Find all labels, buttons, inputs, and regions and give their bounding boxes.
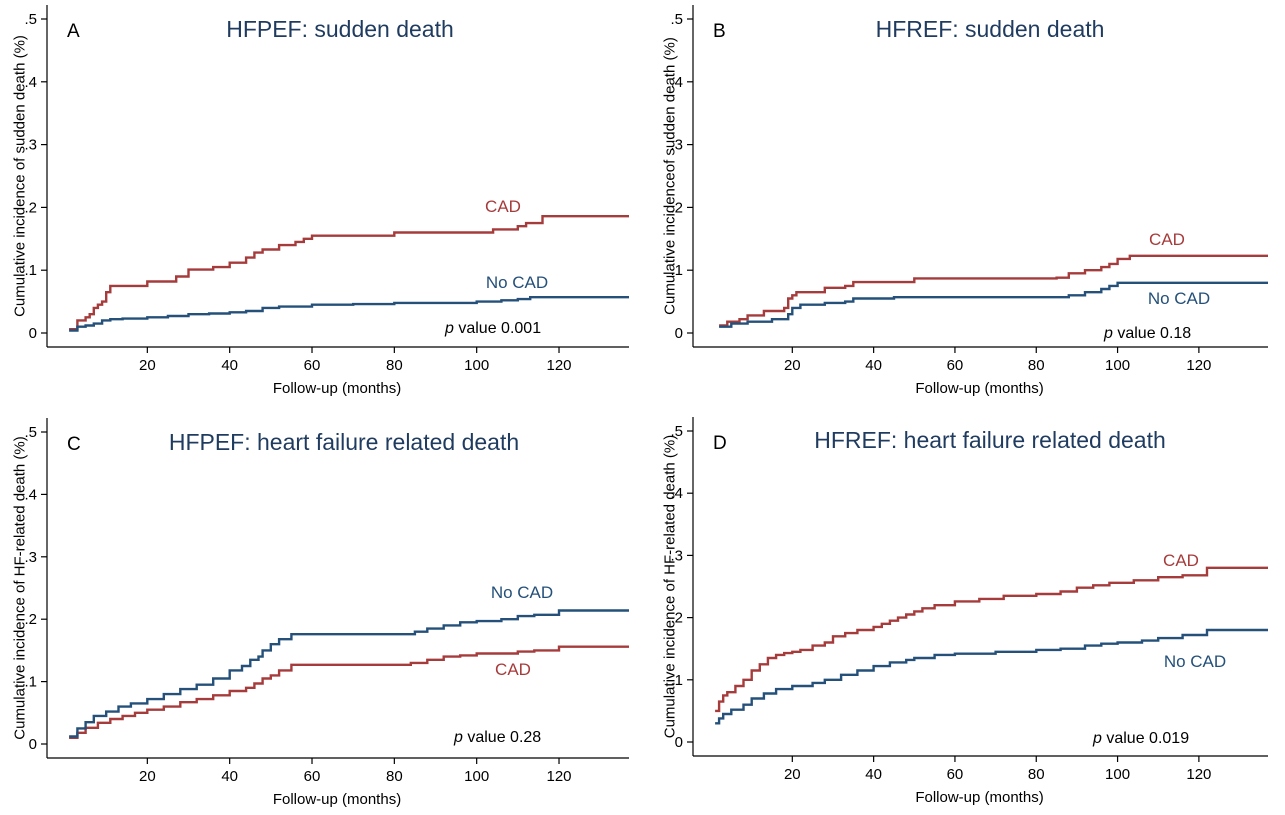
panel-b: 20 40 60 80 100 120 0 .1 .2 .3 .4 .5 B HFREF: sudden … [661,5,1268,397]
x-tick-label: 60 [947,357,964,374]
series-label-no-cad: No CAD [1148,289,1210,308]
y-tick-label: .5 [24,424,37,441]
x-tick-label: 60 [304,768,321,785]
y-tick-label: .3 [670,137,683,154]
chart-title: HFPEF: sudden death [226,16,454,42]
series-label-no-cad: No CAD [1164,652,1226,671]
p-value-text: value 0.001 [454,320,541,337]
y-axis-title: Cumulative incidence of HF-related death… [11,436,28,739]
panel-letter: A [67,21,80,42]
x-tick-label: 40 [221,357,238,374]
series-label-cad: CAD [1149,230,1185,249]
series-line-no-cad [69,296,629,332]
x-tick-label: 20 [139,768,156,785]
x-axis-title: Follow-up (months) [915,380,1043,397]
panel-letter: D [713,433,727,454]
y-tick-label: .4 [670,74,683,91]
panel-letter: C [67,434,81,455]
series-label-no-cad: No CAD [486,273,548,292]
x-axis-title: Follow-up (months) [273,380,401,397]
series-line-no-cad [69,609,629,738]
series-line-cad [69,645,629,739]
p-value-text: value 0.28 [463,729,541,746]
p-value-symbol: p [1092,730,1102,747]
y-tick-label: 0 [675,325,683,342]
x-tick-label: 100 [464,768,489,785]
x-axis-title: Follow-up (months) [273,791,401,808]
series-line-cad [719,254,1268,327]
chart-title: HFREF: sudden death [876,16,1105,42]
x-tick-label: 60 [304,357,321,374]
y-tick-label: .4 [670,485,683,502]
y-tick-label: .3 [24,137,37,154]
y-tick-label: .2 [24,199,37,216]
p-value-text: value 0.019 [1102,730,1189,747]
x-tick-label: 100 [1105,766,1130,783]
panel-letter: B [713,21,726,42]
y-tick-label: .2 [670,199,683,216]
x-axis-title: Follow-up (months) [915,789,1043,806]
p-value-symbol: p [453,729,463,746]
y-tick-label: .1 [24,262,37,279]
x-tick-label: 100 [1105,357,1130,374]
y-tick-label: 0 [29,325,37,342]
p-value-annotation: p value 0.28 [453,729,541,746]
x-tick-label: 40 [865,766,882,783]
p-value-annotation: p value 0.001 [444,320,541,337]
y-tick-label: .2 [24,611,37,628]
y-tick-label: .1 [670,672,683,689]
y-tick-label: .2 [670,610,683,627]
y-tick-label: .5 [24,11,37,28]
series-line-no-cad [719,281,1268,328]
p-value-symbol: p [444,320,454,337]
y-axis-title: Cumulative incidence of HF-related death… [661,435,678,738]
x-tick-label: 120 [546,768,571,785]
series-line-no-cad [715,628,1268,725]
panel-a: 20 40 60 80 100 120 0 .1 .2 .3 .4 .5 A HFPEF: sudden … [11,5,629,397]
panel-c: 20 40 60 80 100 120 0 .1 .2 .3 .4 .5 C HFPEF: heart f… [11,418,629,808]
y-tick-label: 0 [29,736,37,753]
x-tick-label: 120 [546,357,571,374]
chart-title: HFREF: heart failure related death [814,427,1166,453]
y-tick-label: 0 [675,734,683,751]
x-tick-label: 40 [865,357,882,374]
x-tick-label: 80 [1028,766,1045,783]
x-tick-label: 40 [221,768,238,785]
x-tick-label: 80 [386,357,403,374]
y-tick-label: .5 [670,11,683,28]
x-tick-label: 80 [1028,357,1045,374]
y-tick-label: .4 [24,74,37,91]
p-value-annotation: p value 0.019 [1092,730,1189,747]
p-value-text: value 0.18 [1113,325,1191,342]
p-value-symbol: p [1103,325,1113,342]
y-tick-label: .3 [24,549,37,566]
series-line-cad [69,215,629,331]
series-label-cad: CAD [1163,551,1199,570]
y-tick-label: .3 [670,547,683,564]
chart-title: HFPEF: heart failure related death [169,429,519,455]
y-tick-label: .5 [670,423,683,440]
y-tick-label: .4 [24,486,37,503]
series-label-no-cad: No CAD [491,583,553,602]
x-tick-label: 60 [947,766,964,783]
p-value-annotation: p value 0.18 [1103,325,1191,342]
x-tick-label: 20 [139,357,156,374]
y-tick-label: .1 [24,674,37,691]
x-tick-label: 20 [784,766,801,783]
series-line-cad [715,566,1268,713]
x-tick-label: 100 [464,357,489,374]
y-axis-title: Cumulative incidenceof sudden death (%) [661,37,678,315]
y-tick-label: .1 [670,262,683,279]
x-tick-label: 120 [1186,766,1211,783]
x-tick-label: 120 [1186,357,1211,374]
x-tick-label: 20 [784,357,801,374]
series-label-cad: CAD [495,660,531,679]
y-axis-title: Cumulative incidence of sudden death (%) [11,35,28,317]
panel-d: 20 40 60 80 100 120 0 .1 .2 .3 .4 .5 D HFREF: heart f… [661,417,1268,806]
series-label-cad: CAD [485,197,521,216]
x-tick-label: 80 [386,768,403,785]
